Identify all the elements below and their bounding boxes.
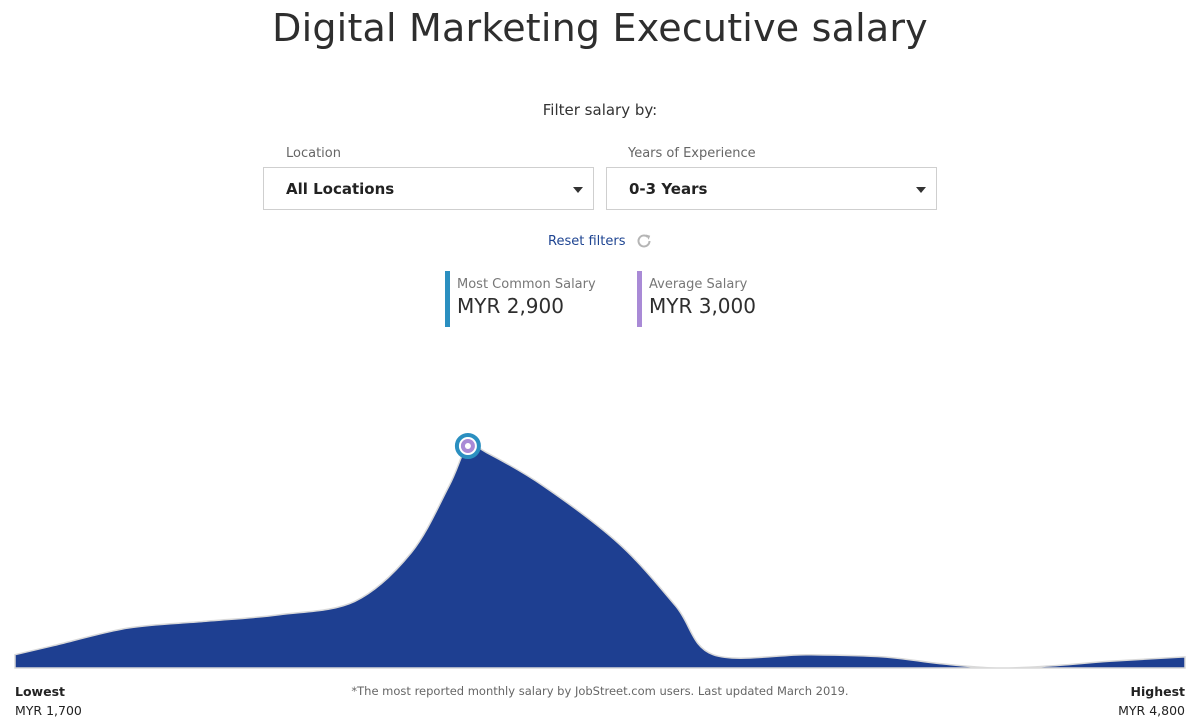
- lowest-title: Lowest: [15, 684, 65, 699]
- marker-center: [464, 443, 471, 449]
- most-common-salary-label: Most Common Salary: [457, 277, 596, 292]
- average-salary-stat: Average Salary MYR 3,000: [637, 271, 756, 327]
- footnote: *The most reported monthly salary by Job…: [351, 684, 849, 698]
- location-label: Location: [286, 146, 341, 161]
- lowest-value: MYR 1,700: [15, 703, 82, 718]
- highest-title: Highest: [1130, 684, 1186, 699]
- reset-filters-label: Reset filters: [548, 233, 626, 249]
- most-common-salary-value: MYR 2,900: [457, 294, 564, 318]
- highest-value: MYR 4,800: [1118, 703, 1185, 718]
- average-salary-bar: [637, 271, 642, 327]
- experience-label: Years of Experience: [628, 146, 756, 161]
- experience-select[interactable]: 0-3 Years: [606, 167, 937, 210]
- page-title: Digital Marketing Executive salary: [272, 6, 928, 50]
- filter-caption: Filter salary by:: [542, 101, 658, 119]
- most-common-salary-marker[interactable]: [454, 433, 481, 459]
- lowest-salary-label: Lowest MYR 1,700: [15, 682, 82, 720]
- chevron-down-icon: [573, 187, 583, 193]
- average-salary-value: MYR 3,000: [649, 294, 756, 318]
- location-select[interactable]: All Locations: [263, 167, 594, 210]
- refresh-icon[interactable]: [635, 232, 653, 250]
- experience-select-value: 0-3 Years: [629, 180, 708, 198]
- most-common-salary-bar: [445, 271, 450, 327]
- location-select-value: All Locations: [286, 180, 395, 198]
- most-common-salary-stat: Most Common Salary MYR 2,900: [445, 271, 596, 327]
- salary-distribution-chart: [14, 433, 1186, 669]
- average-salary-label: Average Salary: [649, 277, 748, 292]
- salary-distribution-area: [14, 443, 1186, 669]
- reset-filters-link[interactable]: Reset filters: [548, 232, 653, 250]
- chevron-down-icon: [916, 187, 926, 193]
- highest-salary-label: Highest MYR 4,800: [1118, 682, 1185, 720]
